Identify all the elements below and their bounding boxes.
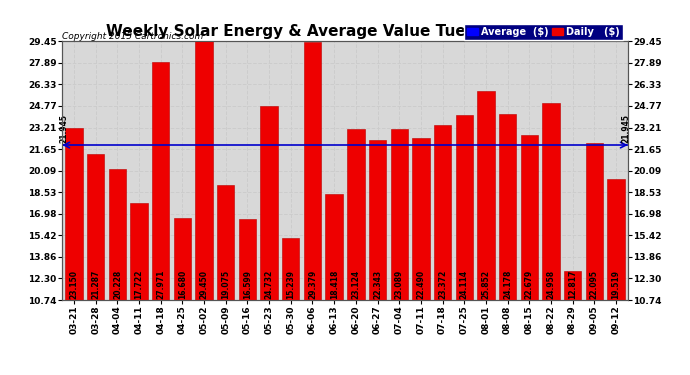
Bar	[520, 135, 538, 300]
Text: 22.679: 22.679	[525, 269, 534, 298]
Bar	[260, 106, 278, 300]
Text: 24.178: 24.178	[503, 269, 512, 298]
Bar	[66, 128, 83, 300]
Legend: Average  ($), Daily   ($): Average ($), Daily ($)	[464, 24, 623, 40]
Text: 27.971: 27.971	[156, 269, 165, 298]
Text: 21.287: 21.287	[91, 269, 100, 298]
Bar	[304, 42, 321, 300]
Bar	[391, 129, 408, 300]
Bar	[499, 114, 516, 300]
Bar	[109, 169, 126, 300]
Bar	[586, 143, 603, 300]
Bar	[130, 204, 148, 300]
Bar	[564, 271, 581, 300]
Bar	[195, 41, 213, 300]
Bar	[477, 91, 495, 300]
Bar	[87, 154, 104, 300]
Text: 20.228: 20.228	[113, 269, 122, 298]
Text: 23.372: 23.372	[438, 269, 447, 298]
Text: 16.680: 16.680	[178, 269, 187, 298]
Text: 19.075: 19.075	[221, 270, 230, 298]
Text: 22.343: 22.343	[373, 270, 382, 298]
Bar	[412, 138, 430, 300]
Title: Weekly Solar Energy & Average Value Tue Sep 15 18:59: Weekly Solar Energy & Average Value Tue …	[106, 24, 584, 39]
Text: 16.599: 16.599	[243, 270, 252, 298]
Text: 12.817: 12.817	[568, 269, 577, 298]
Bar	[174, 218, 191, 300]
Text: 17.722: 17.722	[135, 269, 144, 298]
Text: 29.379: 29.379	[308, 269, 317, 298]
Bar	[434, 125, 451, 300]
Text: 22.490: 22.490	[416, 270, 425, 298]
Bar	[347, 129, 364, 300]
Text: 24.732: 24.732	[265, 269, 274, 298]
Text: 15.239: 15.239	[286, 270, 295, 298]
Text: 21.945: 21.945	[621, 114, 630, 143]
Bar	[542, 104, 560, 300]
Text: 25.852: 25.852	[482, 270, 491, 298]
Bar	[326, 194, 343, 300]
Text: 23.124: 23.124	[351, 270, 360, 298]
Text: 29.450: 29.450	[199, 270, 208, 298]
Text: 19.519: 19.519	[611, 270, 620, 298]
Bar	[239, 219, 256, 300]
Text: 24.958: 24.958	[546, 270, 555, 298]
Bar	[455, 115, 473, 300]
Bar	[607, 178, 624, 300]
Text: Copyright 2015 Cartronics.com: Copyright 2015 Cartronics.com	[62, 32, 204, 41]
Text: 23.150: 23.150	[70, 270, 79, 298]
Text: 24.114: 24.114	[460, 270, 469, 298]
Text: 18.418: 18.418	[330, 269, 339, 298]
Bar	[282, 238, 299, 300]
Bar	[217, 185, 235, 300]
Text: 22.095: 22.095	[590, 270, 599, 298]
Text: 23.089: 23.089	[395, 269, 404, 298]
Text: 21.945: 21.945	[60, 114, 69, 143]
Bar	[369, 140, 386, 300]
Bar	[152, 62, 170, 300]
